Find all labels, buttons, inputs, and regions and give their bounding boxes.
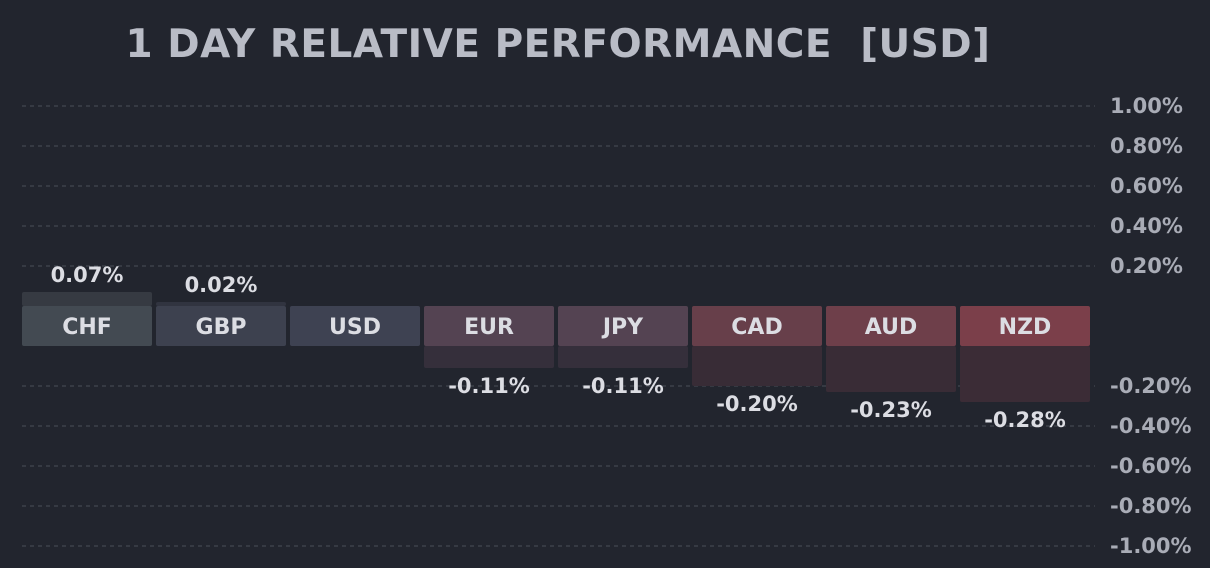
y-tick-label: 0.60% (1110, 174, 1183, 198)
category-labels: CHF GBP USD EUR JPY CAD AUD NZD (22, 306, 1090, 346)
category-band-cad (692, 306, 822, 346)
bar-gbp (156, 302, 286, 306)
y-tick-label: -0.60% (1110, 454, 1192, 478)
value-label: 0.07% (51, 263, 124, 287)
category-label: CAD (731, 315, 782, 340)
bar-jpy (558, 346, 688, 368)
bar-chf (22, 292, 152, 306)
y-tick-label: -0.20% (1110, 374, 1192, 398)
category-label: NZD (999, 315, 1052, 340)
category-label: GBP (196, 315, 247, 340)
value-label: -0.20% (716, 392, 798, 416)
category-label: AUD (865, 315, 917, 340)
value-labels: 0.07% 0.02% -0.11% -0.11% -0.20% -0.23% -0.28% (51, 263, 1066, 432)
category-band-eur (424, 306, 554, 346)
bar-aud (826, 346, 956, 392)
value-label: 0.02% (185, 273, 258, 297)
category-label: CHF (62, 315, 112, 340)
bar-nzd (960, 346, 1090, 402)
category-label: USD (329, 315, 381, 340)
bar-cad (692, 346, 822, 386)
bar-eur (424, 346, 554, 368)
y-tick-label: -1.00% (1110, 534, 1192, 558)
y-tick-label: -0.80% (1110, 494, 1192, 518)
y-tick-label: 0.20% (1110, 254, 1183, 278)
category-band-jpy (558, 306, 688, 346)
chart-title: 1 DAY RELATIVE PERFORMANCE [USD] (125, 22, 991, 67)
category-label: EUR (464, 315, 514, 340)
y-tick-label: 1.00% (1110, 94, 1183, 118)
category-band-nzd (960, 306, 1090, 346)
y-axis-ticks: 1.00% 0.80% 0.60% 0.40% 0.20% -0.20% -0.40% -0.… (1110, 94, 1192, 558)
y-tick-label: 0.40% (1110, 214, 1183, 238)
category-band-usd (290, 306, 420, 346)
value-label: -0.11% (448, 374, 530, 398)
y-tick-label: -0.40% (1110, 414, 1192, 438)
category-band-aud (826, 306, 956, 346)
value-label: -0.23% (850, 398, 932, 422)
value-label: -0.28% (984, 408, 1066, 432)
bars (22, 292, 1090, 402)
category-band-gbp (156, 306, 286, 346)
category-label: JPY (601, 315, 644, 340)
grid-lines (22, 105, 1095, 547)
category-band-chf (22, 306, 152, 346)
y-tick-label: 0.80% (1110, 134, 1183, 158)
value-label: -0.11% (582, 374, 664, 398)
